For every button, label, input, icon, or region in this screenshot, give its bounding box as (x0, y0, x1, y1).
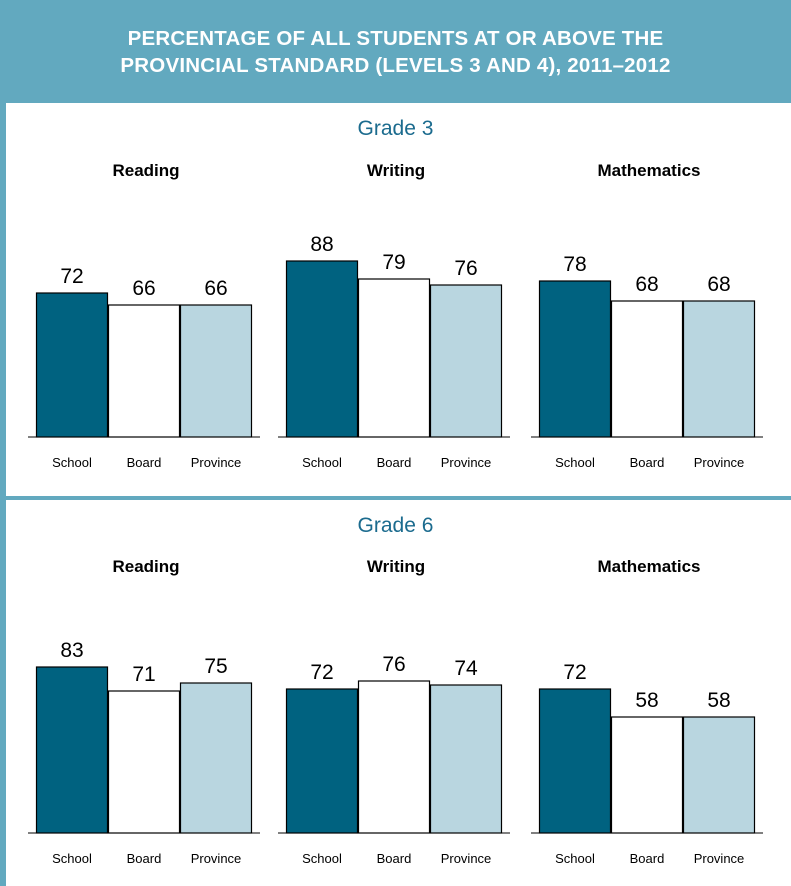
grade-6-mathematics-bar-board (610, 716, 684, 834)
section-divider (0, 496, 791, 500)
grade-6-writing-bar-province (429, 684, 503, 834)
grade-6-title: Grade 6 (357, 514, 434, 537)
grade-6-writing-category-label-board: Board (377, 851, 412, 866)
chart-header: PERCENTAGE OF ALL STUDENTS AT OR ABOVE T… (0, 0, 791, 103)
grade-6-reading-category-label-province: Province (191, 851, 242, 866)
grade-6-reading-category-label-board: Board (127, 851, 162, 866)
grade-3-reading-bar-province (179, 304, 253, 438)
grade-6-mathematics-value-label-board: 58 (635, 689, 658, 712)
grade-3-writing-category-label-school: School (302, 455, 342, 470)
grade-3-mathematics-bar-board (610, 300, 684, 438)
grade-6-writing-value-label-province: 74 (454, 657, 478, 680)
grade-3-reading-category-label-board: Board (127, 455, 162, 470)
left-frame-border (0, 0, 6, 886)
grade-3-writing-bar-school (285, 260, 359, 438)
grade-6-reading-bar-province (179, 682, 253, 834)
grade-6-reading-bar-board (107, 690, 181, 834)
grade-3-reading-value-label-province: 66 (204, 277, 227, 300)
grade-3-writing-category-label-board: Board (377, 455, 412, 470)
grade-6-writing-category-label-school: School (302, 851, 342, 866)
grade-3-mathematics-title: Mathematics (598, 161, 701, 180)
grade-3-mathematics-category-label-school: School (555, 455, 595, 470)
grade-6-mathematics-bar-school (538, 688, 612, 834)
grade-3-mathematics-category-label-board: Board (630, 455, 665, 470)
grade-6-mathematics-value-label-province: 58 (707, 689, 730, 712)
grade-3-writing-title: Writing (367, 161, 425, 180)
header-title-line-2: PROVINCIAL STANDARD (LEVELS 3 AND 4), 20… (120, 54, 671, 77)
grade-3-writing-bar-province (429, 284, 503, 438)
grade-6-reading-value-label-school: 83 (60, 639, 83, 662)
grade-6-reading-title: Reading (112, 557, 179, 576)
grade-6-reading-category-label-school: School (52, 851, 92, 866)
grade-6-writing-bar-board (357, 680, 431, 834)
header-title-line-1: PERCENTAGE OF ALL STUDENTS AT OR ABOVE T… (127, 27, 664, 50)
grade-6-writing-category-label-province: Province (441, 851, 492, 866)
grade-3-reading-category-label-province: Province (191, 455, 242, 470)
grade-6-writing-bar-school (285, 688, 359, 834)
grade-3-writing-value-label-board: 79 (382, 251, 405, 274)
grade-3-writing-value-label-school: 88 (310, 233, 333, 256)
grade-6-reading-value-label-province: 75 (204, 655, 227, 678)
grade-3-reading-bar-board (107, 304, 181, 438)
grade-6-writing-value-label-school: 72 (310, 661, 333, 684)
grade-3-mathematics-bar-province (682, 300, 756, 438)
grade-3-mathematics-value-label-school: 78 (563, 253, 586, 276)
grade-6-mathematics-value-label-school: 72 (563, 661, 586, 684)
grade-3-reading-value-label-school: 72 (60, 265, 83, 288)
grade-6-mathematics-category-label-school: School (555, 851, 595, 866)
grade-3-reading-bar-school (35, 292, 109, 438)
grade-6-reading-value-label-board: 71 (132, 663, 155, 686)
grade-6-writing-title: Writing (367, 557, 425, 576)
grade-3-writing-bar-board (357, 278, 431, 438)
grade-6-writing-value-label-board: 76 (382, 653, 405, 676)
grade-6-mathematics-category-label-province: Province (694, 851, 745, 866)
grade-6-mathematics-category-label-board: Board (630, 851, 665, 866)
grade-3-reading-title: Reading (112, 161, 179, 180)
grade-3-mathematics-value-label-province: 68 (707, 273, 730, 296)
grade-3-title: Grade 3 (357, 117, 434, 140)
grade-3-mathematics-category-label-province: Province (694, 455, 745, 470)
grade-3-mathematics-bar-school (538, 280, 612, 438)
grade-3-writing-category-label-province: Province (441, 455, 492, 470)
grade-3-reading-value-label-board: 66 (132, 277, 155, 300)
grade-3-reading-category-label-school: School (52, 455, 92, 470)
grade-6-reading-bar-school (35, 666, 109, 834)
grade-3-mathematics-value-label-board: 68 (635, 273, 658, 296)
grade-6-mathematics-bar-province (682, 716, 756, 834)
grade-3-writing-value-label-province: 76 (454, 257, 477, 280)
grade-6-mathematics-title: Mathematics (598, 557, 701, 576)
